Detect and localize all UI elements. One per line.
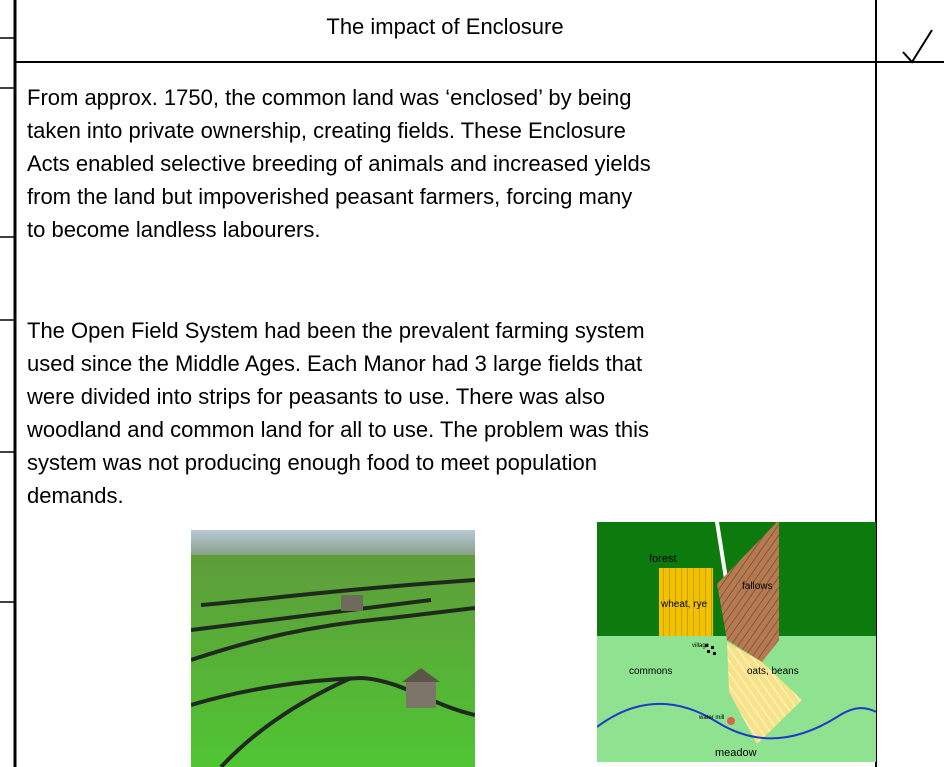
text-line: taken into private ownership, creating f… xyxy=(27,118,626,144)
diagram-label: oats, beans xyxy=(747,666,799,677)
diagram-label: village xyxy=(692,643,710,649)
diagram-label: commons xyxy=(629,666,672,677)
photo xyxy=(191,530,475,767)
diagram-label: fallows xyxy=(742,581,773,592)
text-line: From approx. 1750, the common land was ‘… xyxy=(27,85,632,111)
diagram-label: water mill xyxy=(698,715,724,721)
text-line: woodland and common land for all to use.… xyxy=(27,417,649,443)
text-line: The Open Field System had been the preva… xyxy=(27,318,645,344)
page: The impact of Enclosure From approx. 175… xyxy=(0,0,944,767)
title: The impact of Enclosure xyxy=(14,14,876,40)
text-line: were divided into strips for peasants to… xyxy=(27,384,605,410)
field-diagram: forest fallows wheat, rye village commons oat… xyxy=(597,522,876,762)
text-line: used since the Middle Ages. Each Manor h… xyxy=(27,351,642,377)
check-mark xyxy=(903,30,932,62)
text-line: Acts enabled selective breeding of anima… xyxy=(27,151,651,177)
diagram-label: wheat, rye xyxy=(660,599,708,610)
text-line: to become landless labourers. xyxy=(27,217,321,243)
text-line: system was not producing enough food to … xyxy=(27,450,597,476)
text-line: demands. xyxy=(27,483,124,509)
diagram-label: meadow xyxy=(715,747,757,759)
diagram-label: forest xyxy=(649,553,677,565)
text-line: from the land but impoverished peasant f… xyxy=(27,184,632,210)
